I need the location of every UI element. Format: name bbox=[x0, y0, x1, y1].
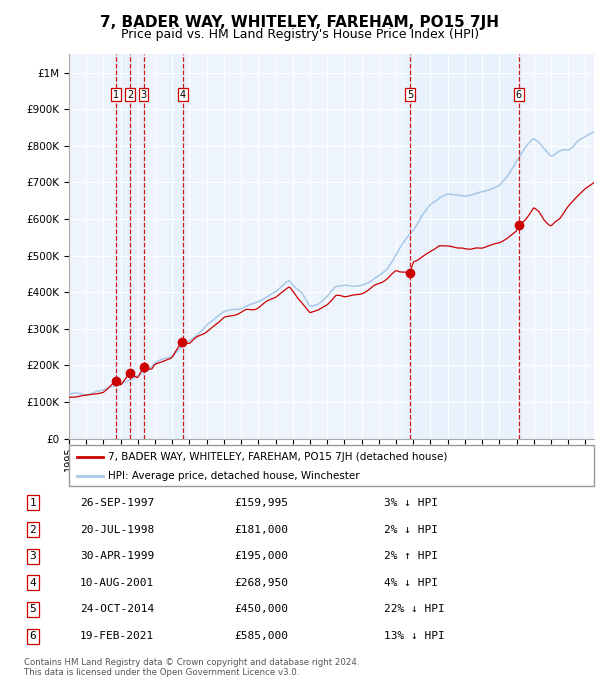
Text: 2: 2 bbox=[127, 90, 133, 100]
Text: 22% ↓ HPI: 22% ↓ HPI bbox=[384, 605, 445, 615]
Text: 2% ↓ HPI: 2% ↓ HPI bbox=[384, 524, 438, 534]
Text: 26-SEP-1997: 26-SEP-1997 bbox=[80, 498, 154, 508]
Bar bbox=[168, 54, 187, 439]
Bar bbox=[404, 54, 523, 439]
Text: 24-OCT-2014: 24-OCT-2014 bbox=[80, 605, 154, 615]
Text: 6: 6 bbox=[29, 631, 37, 641]
Text: 30-APR-1999: 30-APR-1999 bbox=[80, 551, 154, 561]
Text: £585,000: £585,000 bbox=[234, 631, 288, 641]
Text: £268,950: £268,950 bbox=[234, 578, 288, 588]
Text: 4% ↓ HPI: 4% ↓ HPI bbox=[384, 578, 438, 588]
Text: 13% ↓ HPI: 13% ↓ HPI bbox=[384, 631, 445, 641]
Text: 3: 3 bbox=[29, 551, 37, 561]
Text: 7, BADER WAY, WHITELEY, FAREHAM, PO15 7JH: 7, BADER WAY, WHITELEY, FAREHAM, PO15 7J… bbox=[101, 15, 499, 30]
Text: 7, BADER WAY, WHITELEY, FAREHAM, PO15 7JH (detached house): 7, BADER WAY, WHITELEY, FAREHAM, PO15 7J… bbox=[109, 452, 448, 462]
Text: £450,000: £450,000 bbox=[234, 605, 288, 615]
Text: 2% ↑ HPI: 2% ↑ HPI bbox=[384, 551, 438, 561]
Text: £159,995: £159,995 bbox=[234, 498, 288, 508]
Text: £195,000: £195,000 bbox=[234, 551, 288, 561]
Text: £181,000: £181,000 bbox=[234, 524, 288, 534]
Text: This data is licensed under the Open Government Licence v3.0.: This data is licensed under the Open Gov… bbox=[24, 668, 299, 677]
Text: 10-AUG-2001: 10-AUG-2001 bbox=[80, 578, 154, 588]
Text: 4: 4 bbox=[29, 578, 37, 588]
Text: 4: 4 bbox=[180, 90, 186, 100]
Text: HPI: Average price, detached house, Winchester: HPI: Average price, detached house, Winc… bbox=[109, 471, 360, 481]
Text: 5: 5 bbox=[407, 90, 413, 100]
Text: 3% ↓ HPI: 3% ↓ HPI bbox=[384, 498, 438, 508]
Text: 1: 1 bbox=[29, 498, 37, 508]
Text: 20-JUL-1998: 20-JUL-1998 bbox=[80, 524, 154, 534]
Text: 19-FEB-2021: 19-FEB-2021 bbox=[80, 631, 154, 641]
Text: 6: 6 bbox=[516, 90, 522, 100]
Bar bbox=[116, 54, 143, 439]
Text: 2: 2 bbox=[29, 524, 37, 534]
Text: Contains HM Land Registry data © Crown copyright and database right 2024.: Contains HM Land Registry data © Crown c… bbox=[24, 658, 359, 666]
Text: 3: 3 bbox=[140, 90, 146, 100]
Text: Price paid vs. HM Land Registry's House Price Index (HPI): Price paid vs. HM Land Registry's House … bbox=[121, 29, 479, 41]
Text: 1: 1 bbox=[113, 90, 119, 100]
Text: 5: 5 bbox=[29, 605, 37, 615]
